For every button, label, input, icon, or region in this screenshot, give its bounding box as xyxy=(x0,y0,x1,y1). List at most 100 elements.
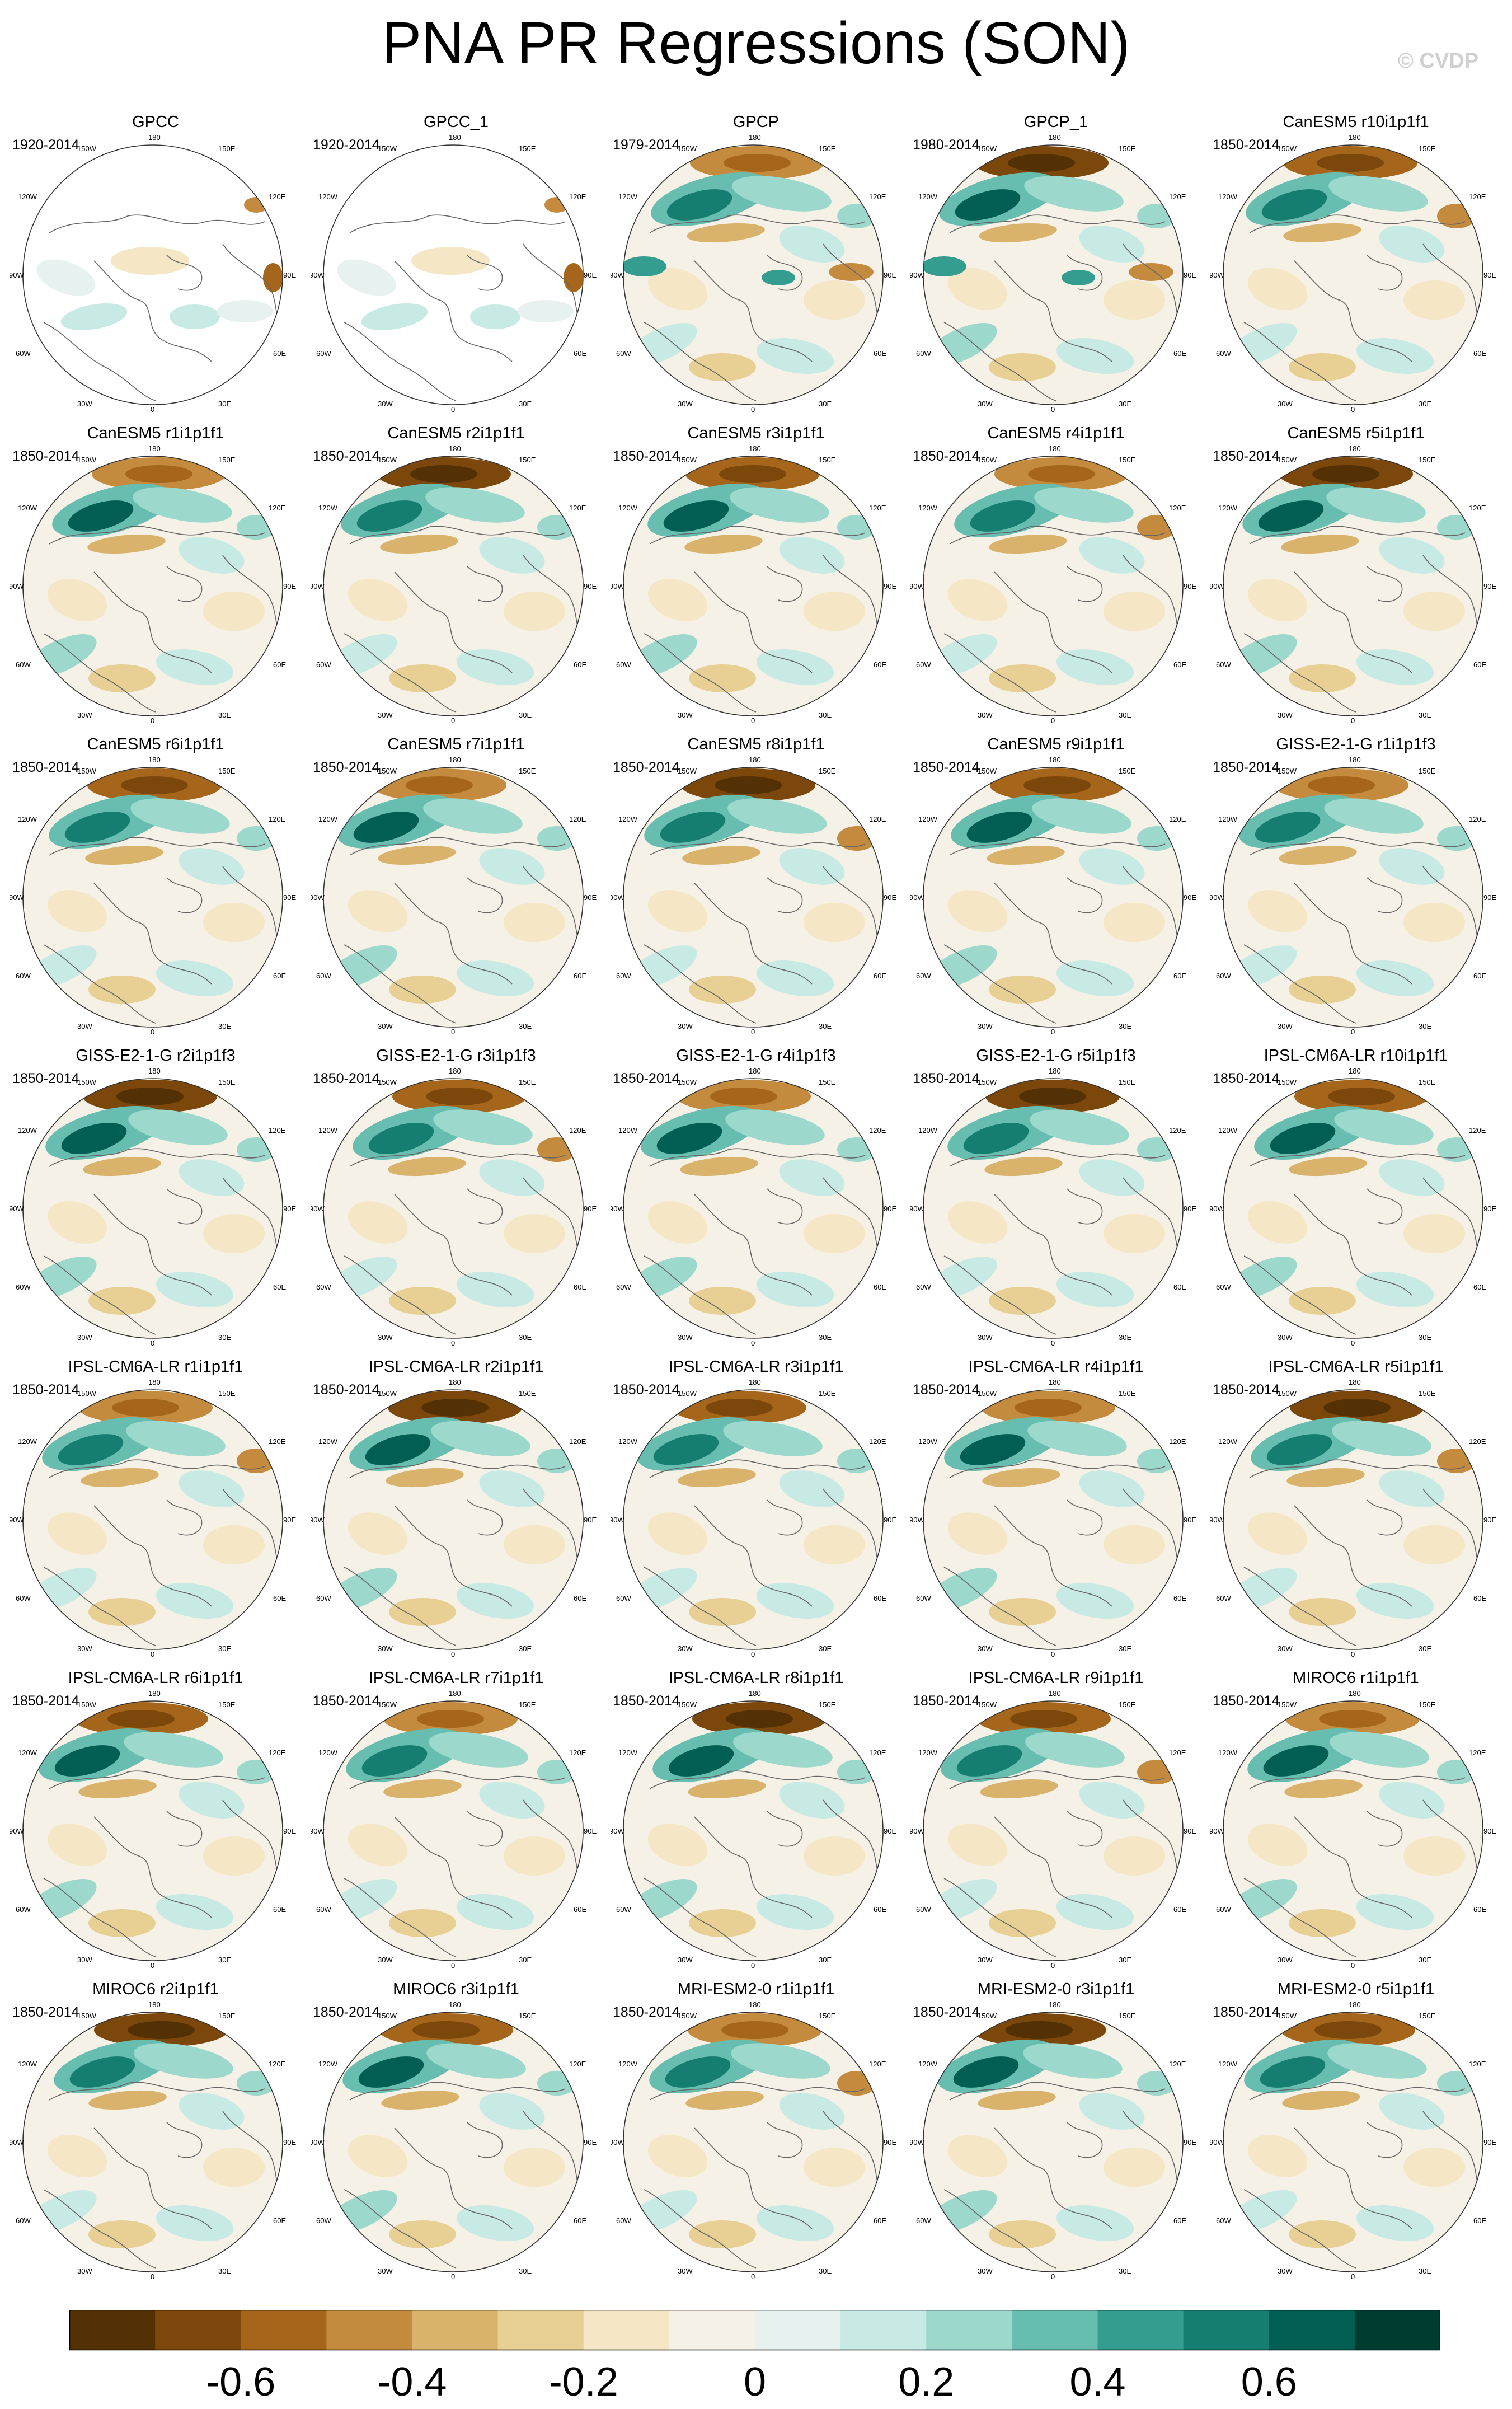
coastline xyxy=(166,566,203,602)
longitude-label: 30W xyxy=(77,1644,92,1653)
coastline xyxy=(49,1148,265,1167)
map-panel: MRI-ESM2-0 r5i1p1f1 180 150W 150E 120W 120E 90… xyxy=(1210,1979,1501,2281)
polar-map: 180 150W 150E 120W 120E 90W 90E 60W 60E 30W 30E 0 xyxy=(1210,2000,1496,2279)
anomaly-patch xyxy=(518,300,574,322)
anomaly-patch xyxy=(1261,189,1327,221)
longitude-label: 60W xyxy=(316,972,331,980)
coastline xyxy=(949,1770,1166,1789)
anomaly-patch xyxy=(779,1470,845,1507)
longitude-label: 60E xyxy=(574,349,586,358)
anomaly-patch xyxy=(381,2090,459,2110)
anomaly-patch xyxy=(389,1598,456,1626)
longitude-label: 90E xyxy=(884,893,896,902)
longitude-label: 30W xyxy=(678,1956,693,1964)
anomaly-patch xyxy=(203,2148,265,2187)
panel-title: CanESM5 r4i1p1f1 xyxy=(987,424,1125,442)
polar-map: 180 150W 150E 120W 120E 90W 90E 60W 60E 30W 30E 0 xyxy=(611,1689,896,1968)
longitude-label: 150E xyxy=(819,1078,836,1086)
coastline xyxy=(467,1188,503,1225)
longitude-label: 150E xyxy=(819,456,836,464)
anomaly-patch xyxy=(504,1525,565,1564)
polar-map: 180 150W 150E 120W 120E 90W 90E 60W 60E 30W 30E 0 xyxy=(611,2000,896,2279)
anomaly-patch xyxy=(54,1745,120,1777)
longitude-label: 30E xyxy=(218,1022,231,1030)
anomaly-patch xyxy=(1062,270,1095,285)
anomaly-patch xyxy=(203,1214,265,1253)
longitude-label: 90E xyxy=(283,1516,296,1524)
coastline xyxy=(943,944,1056,1024)
anomaly-patch xyxy=(689,2220,756,2248)
longitude-label: 120E xyxy=(1169,2060,1186,2068)
panel-years: 1850-2014 xyxy=(12,2004,79,2020)
longitude-label: 90W xyxy=(1210,582,1224,590)
anomaly-patch xyxy=(389,2220,456,2248)
colorbar-swatch xyxy=(840,2310,927,2350)
anomaly-patch xyxy=(678,1468,756,1488)
anomaly-patch xyxy=(1258,500,1324,532)
anomaly-patch xyxy=(85,845,163,865)
longitude-label: 150W xyxy=(978,2012,997,2020)
map-panel: IPSL-CM6A-LR r4i1p1f1 180 150W 150E 120W 120E… xyxy=(910,1357,1201,1659)
colorbar-border xyxy=(69,2310,1440,2351)
polar-map: 180 150W 150E 120W 120E 90W 90E 60W 60E 30W 30E 0 xyxy=(611,133,896,412)
colorbar-swatch xyxy=(755,2310,841,2350)
coastline xyxy=(394,1816,513,1918)
map-panel: MRI-ESM2-0 r3i1p1f1 180 150W 150E 120W 120E 90… xyxy=(910,1979,1201,2281)
longitude-label: 30E xyxy=(218,1956,231,1964)
longitude-label: 90W xyxy=(10,582,24,590)
anomaly-patch xyxy=(1023,776,1091,794)
coastline xyxy=(949,214,1166,233)
longitude-label: 120E xyxy=(1469,1749,1486,1757)
anomaly-patch xyxy=(731,2043,830,2079)
panel-title: CanESM5 r8i1p1f1 xyxy=(687,735,825,753)
longitude-label: 90W xyxy=(311,1827,325,1835)
colorbar-tick-label: -0.2 xyxy=(548,2360,618,2405)
colorbar-swatch xyxy=(1183,2310,1270,2350)
panel-years: 1850-2014 xyxy=(613,1071,680,1086)
coastline xyxy=(43,633,156,713)
map-border xyxy=(22,767,283,1028)
longitude-label: 150E xyxy=(1119,2012,1136,2020)
panel-years: 1850-2014 xyxy=(1213,1382,1280,1398)
longitude-label: 90E xyxy=(1184,2138,1196,2146)
map-border xyxy=(923,1700,1184,1961)
anomaly-patch xyxy=(1079,537,1145,574)
longitude-label: 180 xyxy=(1049,2000,1061,2009)
anomaly-patch xyxy=(1137,1760,1176,1784)
coastline xyxy=(467,877,503,913)
longitude-label: 60W xyxy=(16,2216,31,2225)
anomaly-patch xyxy=(348,579,408,621)
longitude-label: 150E xyxy=(519,144,536,153)
coastline xyxy=(1067,1188,1103,1225)
anomaly-patch xyxy=(1356,1272,1434,1307)
panel-title: CanESM5 r7i1p1f1 xyxy=(387,735,525,753)
map-panel: MIROC6 r3i1p1f1 180 150W 150E 120W 120E 90W 90E… xyxy=(311,1979,602,2281)
coastline xyxy=(43,1878,156,1957)
longitude-label: 60E xyxy=(874,660,886,669)
longitude-label: 30W xyxy=(978,2267,993,2275)
longitude-label: 30W xyxy=(1278,400,1293,408)
anomaly-patch xyxy=(353,812,419,843)
coastline xyxy=(43,1255,156,1335)
longitude-label: 120W xyxy=(918,2060,938,2068)
longitude-label: 150E xyxy=(218,1078,236,1086)
anomaly-patch xyxy=(689,1287,756,1315)
longitude-label: 150E xyxy=(819,144,836,153)
anomaly-patch xyxy=(1079,1159,1145,1196)
longitude-label: 60E xyxy=(273,1283,286,1291)
longitude-label: 30E xyxy=(1119,1022,1131,1030)
longitude-label: 60W xyxy=(16,1905,31,1914)
anomaly-patch xyxy=(423,798,523,834)
polar-map: 180 150W 150E 120W 120E 90W 90E 60W 60E 30W 30E 0 xyxy=(910,756,1196,1034)
longitude-label: 30W xyxy=(1278,711,1293,719)
anomaly-patch xyxy=(421,1399,489,1417)
coastline xyxy=(644,633,757,713)
coastline xyxy=(1249,837,1466,856)
coastline xyxy=(1067,566,1103,602)
polar-map: 180 150W 150E 120W 120E 90W 90E 60W 60E 30W 30E 0 xyxy=(1210,1067,1496,1346)
longitude-label: 120E xyxy=(1169,1437,1186,1446)
anomaly-patch xyxy=(1019,1088,1086,1105)
coastline xyxy=(1294,2127,1412,2229)
anomaly-patch xyxy=(715,776,782,794)
anomaly-patch xyxy=(426,2043,526,2079)
